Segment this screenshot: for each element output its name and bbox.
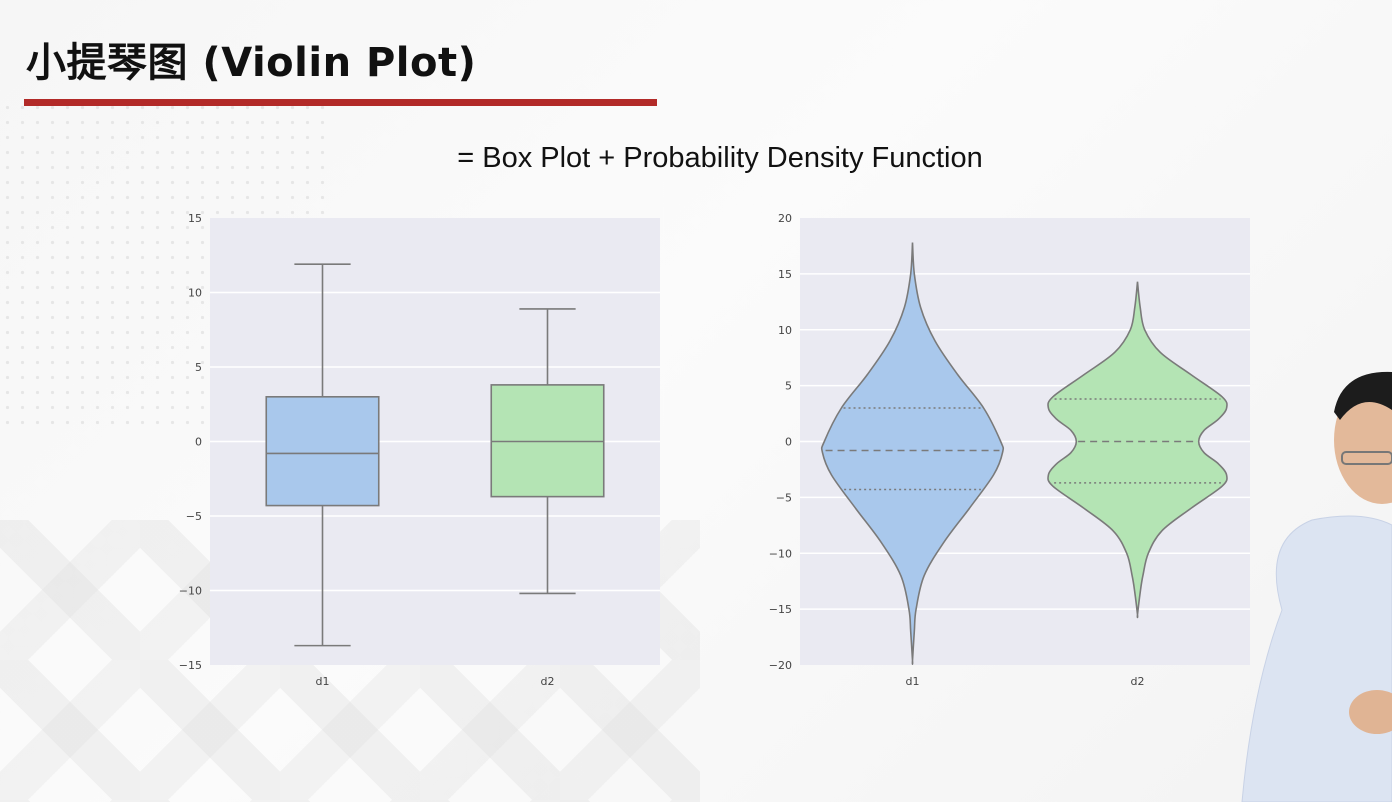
violin-plot-chart: 20 15 10 5 0 −5 −10 −15 −20 d1 d2	[769, 212, 1250, 688]
violin-d2	[1047, 281, 1228, 619]
x-tick-label: d2	[541, 675, 555, 688]
title-underline	[24, 99, 657, 106]
slide-title: 小提琴图 (Violin Plot)	[26, 40, 477, 86]
x-tick-label: d1	[316, 675, 330, 688]
y-tick-label: 5	[195, 361, 202, 374]
y-tick-label: −5	[776, 491, 792, 504]
y-tick-label: 0	[785, 436, 792, 449]
y-tick-label: 15	[778, 268, 792, 281]
x-tick-label: d1	[906, 675, 920, 688]
y-tick-label: −10	[179, 585, 202, 598]
y-tick-label: 10	[188, 287, 202, 300]
slide-subtitle: = Box Plot + Probability Density Functio…	[457, 142, 983, 174]
y-tick-label: 20	[778, 212, 792, 225]
y-tick-label: 5	[785, 380, 792, 393]
y-tick-label: −15	[769, 603, 792, 616]
y-tick-label: 10	[778, 324, 792, 337]
y-tick-label: −10	[769, 547, 792, 560]
presenter-video	[1241, 371, 1392, 802]
x-tick-label: d2	[1131, 675, 1145, 688]
y-tick-label: −5	[186, 510, 202, 523]
box-plot-chart: 15 10 5 0 −5 −10 −15 d1 d2	[179, 212, 660, 688]
y-tick-label: 0	[195, 436, 202, 449]
y-tick-label: −20	[769, 659, 792, 672]
y-tick-label: −15	[179, 659, 202, 672]
box-d1	[265, 396, 380, 507]
violin-d1	[820, 242, 1005, 665]
y-tick-label: 15	[188, 212, 202, 225]
